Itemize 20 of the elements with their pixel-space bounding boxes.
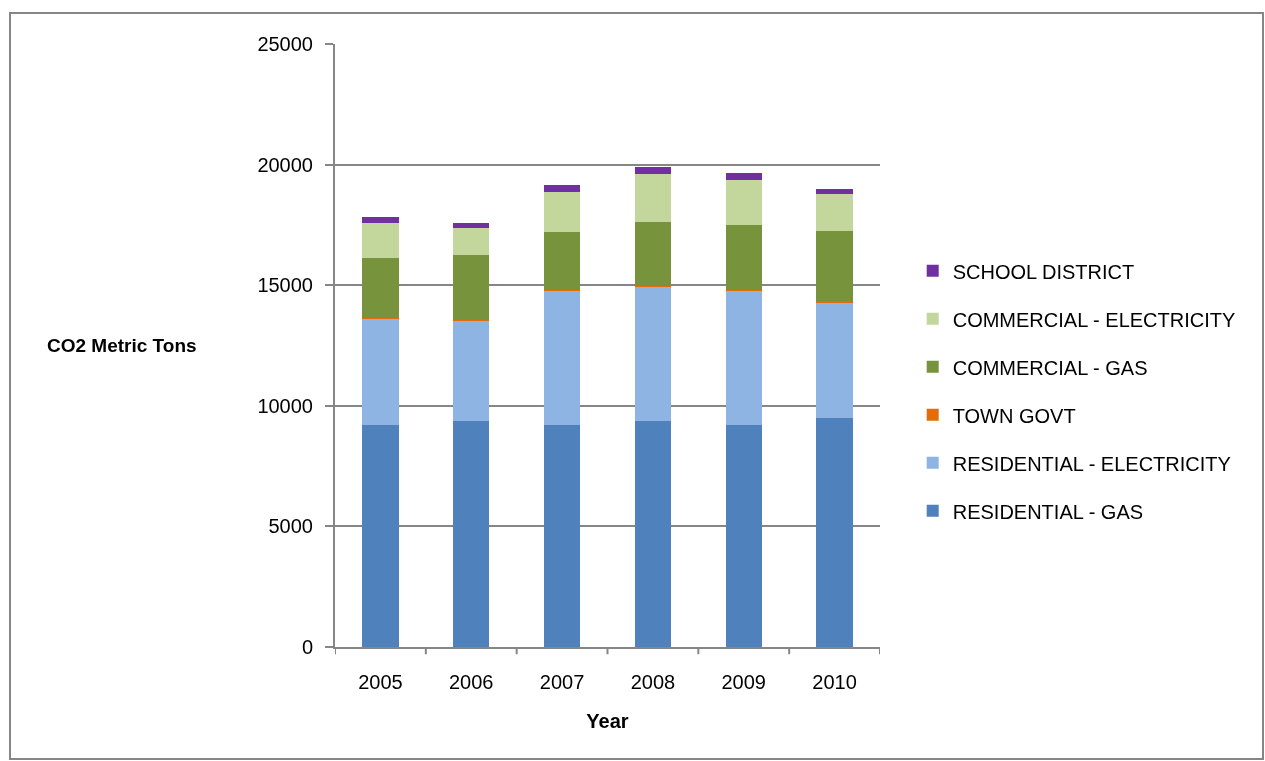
legend-label: SCHOOL DISTRICT <box>952 260 1135 283</box>
x-tick-label: 2010 <box>812 671 857 693</box>
legend-label: RESIDENTIAL - ELECTRICITY <box>952 452 1231 475</box>
x-tick-label: 2007 <box>539 671 585 693</box>
x-tick-label: 2006 <box>449 671 494 693</box>
y-axis-title: CO2 Metric Tons <box>47 335 197 356</box>
legend-label: RESIDENTIAL - GAS <box>952 500 1144 523</box>
legend-label: TOWN GOVT <box>952 404 1076 427</box>
x-axis-title: Year <box>586 710 629 732</box>
x-tick-label: 2009 <box>721 671 766 693</box>
y-tick-label: 0 <box>301 636 313 658</box>
y-tick-label: 25000 <box>257 33 313 55</box>
legend-label: COMMERCIAL - ELECTRICITY <box>952 308 1236 331</box>
y-tick-label: 20000 <box>257 153 313 176</box>
y-tick-label: 15000 <box>257 274 313 297</box>
y-tick-label: 10000 <box>257 394 313 417</box>
y-tick-label: 5000 <box>268 515 313 538</box>
x-tick-label: 2005 <box>358 671 403 693</box>
legend-label: COMMERCIAL - GAS <box>952 356 1148 379</box>
x-tick-label: 2008 <box>630 671 676 693</box>
